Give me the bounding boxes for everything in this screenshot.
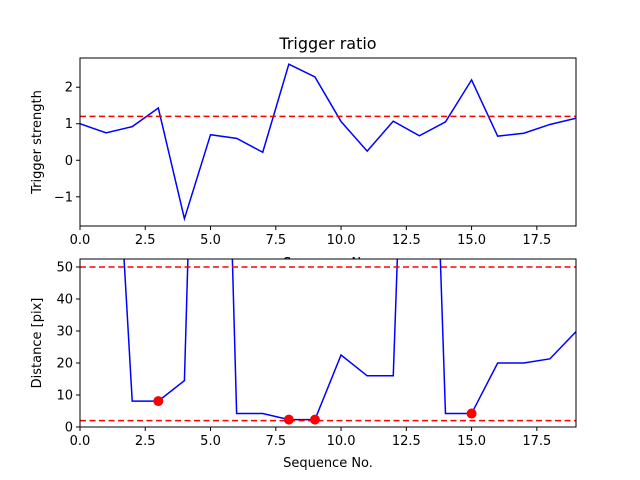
chart-2-marker-point bbox=[309, 414, 320, 425]
chart-1-y-tick-label: 2 bbox=[65, 81, 73, 96]
chart-2-x-tick-label: 15.0 bbox=[457, 434, 486, 449]
chart-2-x-tick-label: 5.0 bbox=[200, 434, 221, 449]
chart-2-y-tick-label: 50 bbox=[56, 261, 73, 276]
chart-2-axes-frame bbox=[79, 258, 577, 428]
chart-1-x-tick-label: 0.0 bbox=[70, 233, 91, 248]
chart-1-y-tick-label: −1 bbox=[54, 190, 73, 205]
chart-2-y-tick-label: 40 bbox=[56, 293, 73, 308]
chart-2-x-tick-label: 10.0 bbox=[327, 434, 356, 449]
chart-2-marker-point bbox=[153, 396, 164, 407]
chart-2-y-tick-label: 0 bbox=[65, 421, 73, 436]
chart-2-marker-point bbox=[283, 414, 294, 425]
chart-1-x-tick-label: 7.5 bbox=[265, 233, 286, 248]
chart-1-x-tick-label: 2.5 bbox=[135, 233, 156, 248]
chart-2-y-tick-label: 30 bbox=[56, 325, 73, 340]
chart-1-y-tick-label: 1 bbox=[65, 117, 73, 132]
chart-1-y-tick-label: 0 bbox=[65, 154, 73, 169]
chart-2-marker-point bbox=[466, 408, 477, 419]
chart-2-y-tick-label: 10 bbox=[56, 389, 73, 404]
chart-2-x-tick-label: 0.0 bbox=[70, 434, 91, 449]
chart-2-x-tick-label: 7.5 bbox=[265, 434, 286, 449]
chart-1-axes-frame bbox=[79, 57, 577, 227]
chart-1-y-axis-label: Trigger strength bbox=[30, 90, 45, 195]
chart-2-x-axis-label: Sequence No. bbox=[283, 456, 373, 471]
chart-1-x-tick-label: 10.0 bbox=[327, 233, 356, 248]
chart-1-x-tick-label: 12.5 bbox=[392, 233, 421, 248]
chart-2: 0.0 2.5 5.0 7.5 10.0 12.5 15.0 17.5 0 10 20 30 40 50 S… bbox=[30, 258, 577, 471]
chart-1-title: Trigger ratio bbox=[278, 34, 376, 53]
chart-2-series-line-1 bbox=[123, 259, 576, 421]
chart-2-x-tick-label: 2.5 bbox=[135, 434, 156, 449]
chart-1-series-line-1 bbox=[80, 63, 576, 222]
chart-1-x-tick-label: 15.0 bbox=[457, 233, 486, 248]
chart-1-x-tick-label: 5.0 bbox=[200, 233, 221, 248]
chart-2-x-tick-label: 17.5 bbox=[522, 434, 551, 449]
chart-2-x-tick-label: 12.5 bbox=[392, 434, 421, 449]
chart-1: 0.02.55.07.510.012.515.017.5−1012Sequenc… bbox=[30, 34, 577, 271]
chart-2-y-tick-label: 20 bbox=[56, 357, 73, 372]
chart-2-y-axis-label: Distance [pix] bbox=[30, 298, 45, 389]
chart-1-x-tick-label: 17.5 bbox=[522, 233, 551, 248]
